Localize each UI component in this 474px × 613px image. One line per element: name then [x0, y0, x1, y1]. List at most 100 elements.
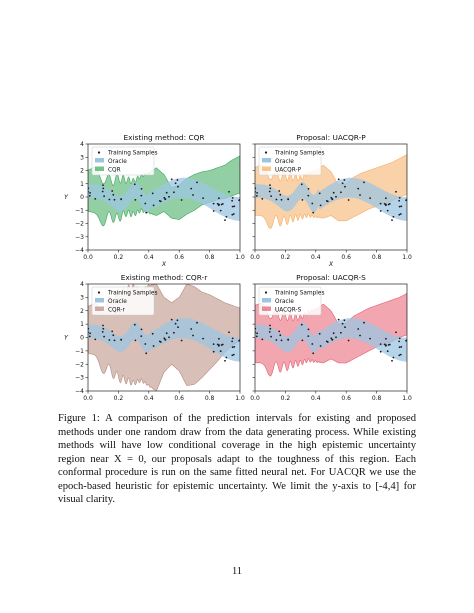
legend-label: Training Samples: [274, 151, 324, 157]
x-tick-label: 1.0: [235, 254, 245, 261]
training-sample: [102, 184, 104, 187]
training-sample: [385, 337, 387, 340]
training-sample: [144, 202, 147, 205]
x-tick-label: 0.0: [83, 395, 93, 400]
training-sample: [202, 197, 205, 200]
training-sample: [88, 335, 91, 338]
legend: Training Samples Oracle CQR-r: [91, 286, 157, 316]
training-sample: [177, 326, 179, 329]
figure: Existing method: CQR 0.0 0.2 0.4 0.6 0.8 1.0 4 3…: [64, 133, 412, 400]
legend-marker-samples: [264, 151, 268, 154]
training-sample: [102, 187, 105, 190]
training-sample: [108, 339, 111, 341]
x-tick-label: 0.4: [311, 395, 321, 400]
training-sample: [89, 332, 91, 335]
x-tick-label: 0.8: [372, 395, 382, 400]
training-sample: [111, 330, 114, 333]
training-sample: [398, 205, 401, 208]
legend-label: UACQR-P: [275, 168, 302, 174]
training-sample: [165, 332, 168, 335]
legend-marker-samples: [264, 291, 268, 294]
y-tick-label: −4: [75, 247, 84, 254]
training-sample: [301, 339, 304, 342]
training-sample: [392, 215, 395, 218]
training-sample: [168, 336, 170, 339]
training-sample: [159, 341, 162, 343]
training-sample: [379, 343, 382, 345]
training-sample: [173, 331, 175, 334]
y-tick-label: −4: [75, 388, 84, 395]
training-sample: [398, 340, 400, 343]
training-sample: [219, 209, 222, 212]
training-sample: [112, 193, 115, 196]
plot-area: [88, 155, 240, 227]
training-sample: [231, 205, 234, 208]
training-sample: [196, 321, 198, 324]
training-sample: [400, 346, 403, 348]
training-sample: [357, 187, 360, 190]
training-sample: [395, 190, 397, 193]
training-sample: [287, 338, 289, 341]
training-sample: [399, 353, 402, 356]
training-sample: [385, 203, 387, 206]
legend-swatch-method: [95, 166, 104, 171]
y-tick-label: 3: [80, 154, 84, 161]
training-sample: [225, 356, 228, 359]
training-sample: [163, 196, 166, 199]
y-tick-label: 2: [80, 308, 84, 315]
training-sample: [145, 211, 148, 214]
y-tick-label: 1: [80, 181, 84, 188]
training-sample: [307, 194, 310, 197]
training-sample: [192, 334, 194, 337]
training-sample: [270, 195, 272, 198]
legend-label: Training Samples: [107, 291, 157, 297]
training-sample: [134, 339, 137, 342]
x-axis-label: X: [161, 261, 167, 268]
training-sample: [177, 185, 179, 188]
training-sample: [180, 339, 183, 342]
x-tick-label: 0.2: [114, 395, 124, 400]
y-tick-label: −2: [75, 361, 84, 368]
training-sample: [111, 190, 114, 192]
legend-label: UACQR-S: [275, 308, 302, 314]
training-sample: [164, 198, 167, 200]
training-sample: [120, 338, 122, 341]
oracle-band: [255, 177, 407, 221]
training-sample: [103, 195, 105, 198]
training-sample: [344, 185, 346, 188]
training-sample: [319, 204, 322, 207]
x-tick-label: 0.0: [250, 395, 260, 400]
training-sample: [359, 334, 361, 337]
training-sample: [196, 181, 198, 184]
training-sample: [332, 191, 335, 194]
training-sample: [224, 219, 226, 222]
x-tick-label: 0.0: [250, 254, 260, 261]
training-sample: [279, 193, 282, 196]
legend-marker-samples: [97, 151, 101, 154]
panel-title: Proposal: UACQR-S: [296, 273, 366, 282]
training-sample: [311, 343, 314, 345]
x-tick-label: 1.0: [402, 395, 412, 400]
x-tick-label: 0.6: [174, 395, 184, 400]
training-sample: [319, 345, 322, 347]
legend-label: Oracle: [108, 159, 127, 165]
figure-caption: Figure 1: A comparison of the prediction…: [58, 413, 416, 505]
training-sample: [369, 197, 371, 200]
training-sample: [307, 188, 310, 190]
training-sample: [255, 335, 258, 338]
training-sample: [140, 188, 143, 190]
training-sample: [391, 219, 393, 222]
x-tick-label: 0.6: [341, 395, 351, 400]
y-tick-label: 4: [80, 141, 84, 148]
training-sample: [144, 343, 147, 345]
legend-swatch-method: [95, 306, 104, 311]
training-sample: [363, 321, 365, 324]
training-sample: [218, 344, 220, 346]
training-sample: [170, 318, 173, 321]
training-sample: [307, 335, 310, 337]
x-tick-label: 0.0: [83, 254, 93, 261]
y-tick-label: −3: [75, 375, 84, 382]
training-sample: [385, 197, 387, 200]
training-sample: [152, 345, 155, 347]
training-sample: [231, 340, 234, 343]
